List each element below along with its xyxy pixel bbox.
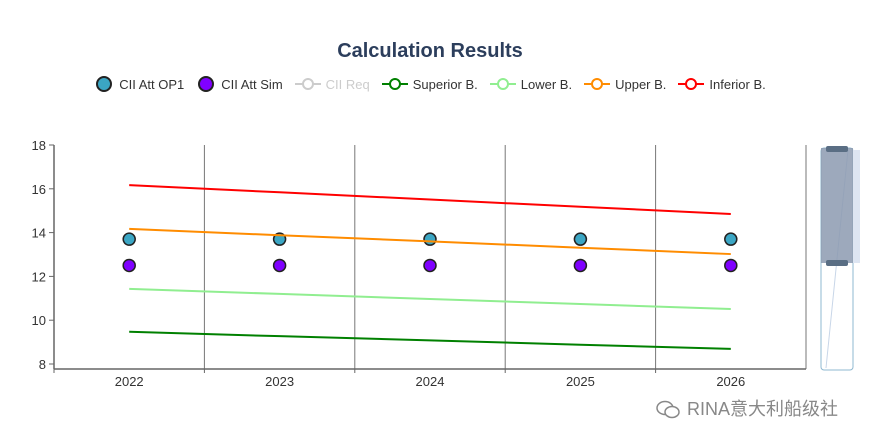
watermark: RINA意大利船级社 [655, 398, 838, 420]
legend-item-cii-att-op1[interactable]: CII Att OP1 [94, 74, 184, 94]
legend-circle-icon [198, 76, 215, 92]
legend-label: CII Att Sim [221, 76, 283, 92]
legend-item-cii-att-sim[interactable]: CII Att Sim [196, 74, 283, 94]
y-tick-label: 16 [32, 182, 46, 197]
legend-item-superior-b[interactable]: Superior B. [381, 74, 478, 94]
zoom-handle-bottom[interactable] [826, 260, 848, 266]
legend-line-icon [584, 78, 611, 90]
legend-item-inferior-b[interactable]: Inferior B. [678, 74, 766, 94]
legend-line-icon [381, 78, 408, 90]
legend-label: CII Req [325, 76, 370, 92]
point-cii-att-sim [423, 258, 437, 273]
legend-line-icon [678, 78, 705, 90]
legend-item-lower-b[interactable]: Lower B. [489, 74, 573, 94]
wechat-icon [656, 400, 680, 419]
legend-label: Lower B. [520, 76, 573, 92]
legend-item-upper-b[interactable]: Upper B. [584, 74, 666, 94]
point-cii-att-sim [573, 258, 588, 273]
x-tick-label: 2022 [115, 374, 144, 389]
x-tick-label: 2023 [265, 374, 294, 389]
x-tick-label: 2026 [716, 374, 745, 389]
zoom-slider-selection[interactable] [821, 148, 853, 263]
y-tick-label: 18 [32, 138, 46, 153]
series-line-lower-b [129, 287, 731, 311]
point-cii-att-sim [724, 258, 738, 273]
series-line-upper-b [129, 227, 731, 256]
point-cii-att-op1 [573, 232, 588, 246]
legend-label: CII Att OP1 [119, 76, 185, 92]
legend-label: Superior B. [412, 76, 478, 92]
series-line-superior-b [129, 330, 731, 350]
series-line-inferior-b [129, 184, 731, 215]
legend: CII Att OP1 CII Att Sim CII Req Superior B.… [0, 74, 860, 94]
y-tick-label: 14 [32, 226, 46, 241]
legend-line-icon [489, 78, 516, 90]
legend-circle-icon [96, 76, 113, 92]
point-cii-att-sim [122, 258, 136, 273]
point-cii-att-sim [272, 258, 287, 273]
zoom-handle-top[interactable] [826, 146, 848, 152]
chart-title: Calculation Results [337, 40, 523, 62]
y-tick-label: 10 [32, 313, 46, 328]
point-cii-att-op1 [122, 232, 136, 246]
zoom-slider-side [853, 150, 860, 263]
point-cii-att-op1 [423, 232, 437, 246]
legend-item-cii-req[interactable]: CII Req [294, 74, 370, 94]
legend-line-icon [294, 78, 321, 90]
y-tick-label: 8 [39, 357, 46, 372]
point-cii-att-op1 [724, 232, 738, 246]
y-tick-label: 12 [32, 269, 46, 284]
legend-label: Inferior B. [709, 76, 766, 92]
x-tick-label: 2025 [566, 374, 595, 389]
x-tick-label: 2024 [416, 374, 445, 389]
legend-label: Upper B. [615, 76, 667, 92]
